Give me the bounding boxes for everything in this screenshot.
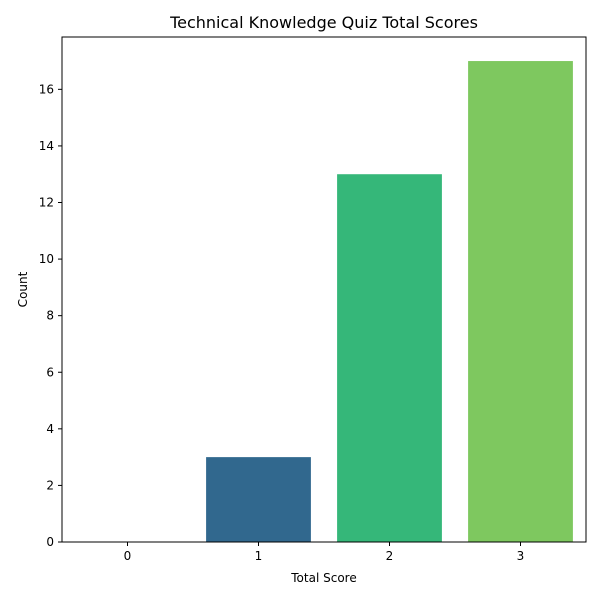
bar-2 [337,174,442,542]
y-tick-label: 6 [46,365,54,379]
y-tick-label: 0 [46,535,54,549]
bar-1 [206,457,311,542]
x-tick-label: 3 [517,549,525,563]
chart-title: Technical Knowledge Quiz Total Scores [169,13,478,32]
y-tick-label: 8 [46,309,54,323]
bars-group [206,61,573,543]
x-axis-label: Total Score [290,571,356,585]
y-tick-label: 2 [46,478,54,492]
y-tick-label: 14 [39,139,54,153]
bar-3 [468,61,573,543]
x-tick-label: 2 [386,549,394,563]
y-tick-label: 10 [39,252,54,266]
x-tick-label: 0 [124,549,132,563]
y-ticks-group: 0 2 4 6 8 10 12 14 16 [39,82,62,549]
x-tick-label: 1 [255,549,263,563]
y-axis-label: Count [16,271,30,307]
x-ticks-group: 0 1 2 3 [124,542,525,563]
y-tick-label: 16 [39,82,54,96]
axes-spines [61,36,587,543]
y-tick-label: 4 [46,422,54,436]
plot-frame [61,36,587,543]
y-tick-label: 12 [39,196,54,210]
